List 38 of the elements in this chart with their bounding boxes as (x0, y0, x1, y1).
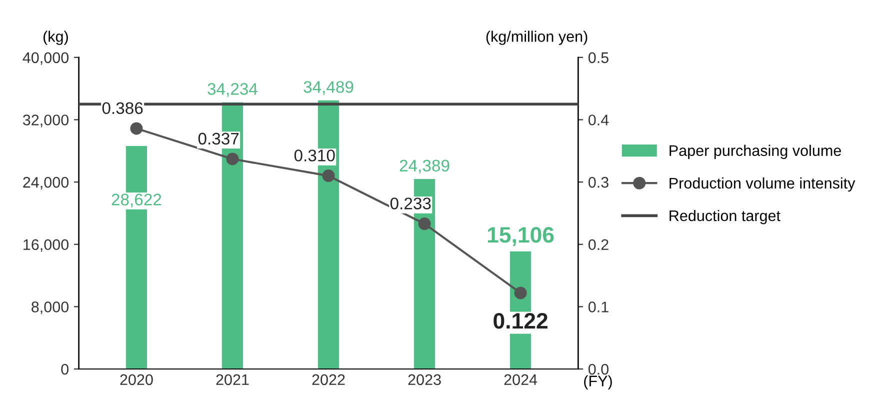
y2-axis-title: (kg/million yen) (486, 30, 588, 45)
y2-tick-label: 0.2 (588, 239, 608, 250)
data-label: 24,389 (400, 160, 450, 174)
x-tick-label: 2020 (120, 374, 153, 386)
y-tick-label: 32,000 (22, 114, 69, 128)
legend-label: Paper purchasing volume (670, 144, 841, 160)
x-tick-label: 2023 (408, 374, 441, 386)
point (130, 122, 143, 135)
x-tick-label: 2021 (216, 374, 249, 386)
point (418, 218, 431, 230)
y-tick-label: 0 (61, 364, 69, 375)
point (322, 170, 335, 182)
y2-tick-label: 0.4 (588, 114, 609, 126)
point (514, 286, 527, 300)
data-label: 0.337 (198, 132, 239, 145)
data-label: 0.310 (294, 150, 335, 162)
y2-tick-label: 0.5 (588, 52, 608, 64)
y-tick-label: 24,000 (23, 176, 69, 190)
y-tick-label: 8,000 (32, 302, 69, 314)
data-label: 28,622 (112, 194, 162, 208)
data-label: 15,106 (488, 227, 554, 246)
y-axis-title: (kg) (43, 30, 68, 45)
y2-tick-label: 0.0 (588, 364, 609, 375)
data-label: 0.233 (390, 198, 431, 210)
point (226, 152, 239, 166)
x-tick-label: 2024 (504, 374, 538, 386)
data-label: 0.122 (494, 313, 548, 329)
y-tick-label: 16,000 (24, 239, 69, 252)
legend-label: Reduction target (670, 210, 780, 224)
x-axis-title: (FY) (584, 375, 612, 390)
y2-tick-label: 0.1 (588, 302, 608, 312)
data-label: 34,489 (304, 81, 354, 95)
data-label: 0.386 (102, 102, 143, 114)
data-label: 34,234 (208, 83, 258, 97)
x-tick-label: 2022 (312, 374, 345, 386)
y2-tick-label: 0.3 (588, 176, 608, 188)
y-tick-label: 40,000 (22, 52, 69, 65)
legend-label: Production volume intensity (670, 177, 856, 192)
